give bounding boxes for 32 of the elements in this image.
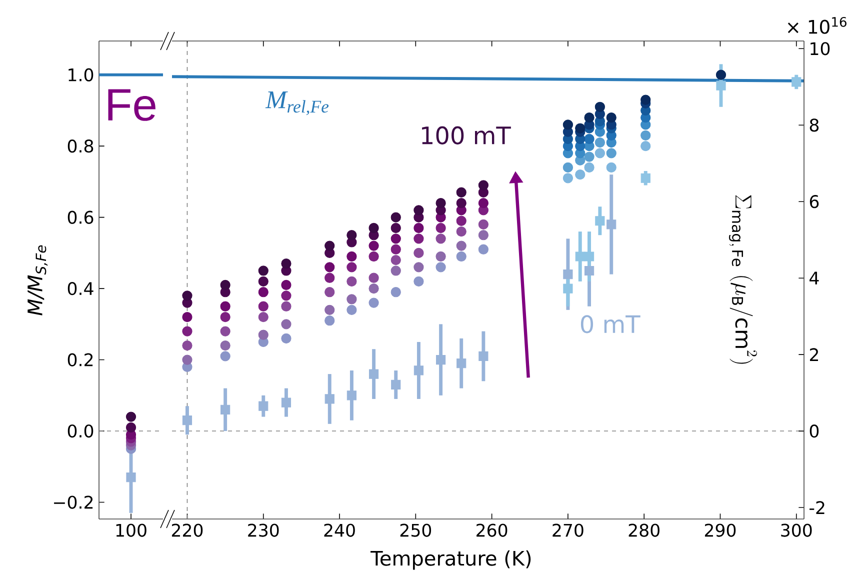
x-tick-label: 290 — [704, 524, 736, 537]
y2-tick-label: -2 — [810, 501, 824, 514]
x-axis-title: Temperature (K) — [370, 550, 531, 570]
y2-axis-title: $\Sigma_{\mathrm{mag,\,Fe}}\;(\mu_{\mathrm{B}}/\mathrm{cm}^{2})$ — [728, 195, 757, 364]
y2-tick-label: 0 — [810, 424, 819, 438]
y2-tick-label: 10 — [810, 42, 830, 56]
y-tick-label: 0.6 — [68, 210, 94, 224]
y2-tick-label: 2 — [810, 348, 818, 361]
y2-tick-label: 6 — [810, 195, 819, 208]
text: × 10$^{16}$ — [788, 16, 846, 34]
x-tick-label: 100 — [116, 524, 146, 537]
y-tick-label: 0.4 — [68, 282, 94, 296]
series-label: 100 mT — [422, 126, 511, 144]
x-tick-label: 260 — [476, 524, 508, 537]
x-tick-label: 270 — [552, 524, 584, 537]
x-tick-label: 240 — [324, 524, 355, 537]
series-label: 0 mT — [580, 315, 640, 334]
y-tick-label: 0.2 — [68, 353, 93, 366]
x-tick-label: 220 — [172, 524, 203, 537]
x-tick-label: 250 — [400, 524, 432, 537]
y2-tick-label: 8 — [810, 118, 819, 132]
y-tick-label: 1.0 — [68, 68, 94, 82]
x-tick-label: 300 — [781, 524, 812, 537]
y-tick-label: 0.8 — [68, 140, 94, 153]
y-tick-label: −0.2 — [54, 496, 93, 509]
y2-tick-label: 4 — [810, 272, 819, 284]
y-tick-label: 0.0 — [68, 424, 94, 438]
annotation: Fe — [108, 89, 156, 121]
x-tick-label: 230 — [248, 524, 279, 537]
series-label: M$_{rel,Fe}$ — [265, 91, 329, 116]
y-axis-title: M/M$_{S,Fe}$ — [28, 245, 48, 316]
x-tick-label: 280 — [628, 524, 660, 537]
